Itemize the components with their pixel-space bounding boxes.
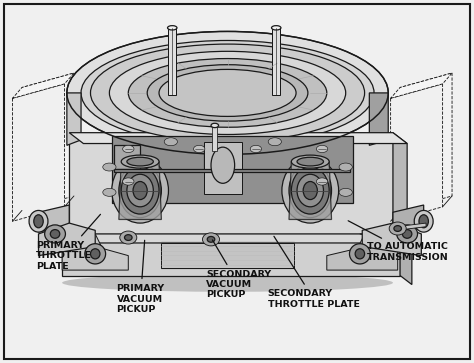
- Polygon shape: [38, 205, 69, 232]
- Bar: [168, 28, 176, 95]
- Ellipse shape: [29, 211, 48, 232]
- Ellipse shape: [121, 167, 159, 214]
- Ellipse shape: [289, 163, 331, 218]
- Ellipse shape: [402, 229, 412, 238]
- Polygon shape: [161, 243, 294, 268]
- Ellipse shape: [202, 233, 219, 246]
- Ellipse shape: [45, 225, 65, 243]
- Ellipse shape: [127, 157, 154, 166]
- Ellipse shape: [34, 215, 43, 228]
- Ellipse shape: [297, 157, 323, 166]
- Polygon shape: [289, 162, 331, 220]
- Ellipse shape: [414, 211, 433, 232]
- Text: TO AUTOMATIC
TRANSMISSION: TO AUTOMATIC TRANSMISSION: [348, 221, 449, 262]
- Polygon shape: [38, 223, 95, 256]
- Ellipse shape: [147, 65, 308, 121]
- Polygon shape: [67, 93, 81, 145]
- Polygon shape: [62, 234, 400, 276]
- Ellipse shape: [339, 188, 352, 196]
- Ellipse shape: [164, 138, 177, 146]
- Polygon shape: [400, 73, 452, 211]
- Ellipse shape: [81, 40, 374, 145]
- Ellipse shape: [50, 229, 60, 238]
- Ellipse shape: [355, 249, 365, 259]
- Ellipse shape: [297, 174, 323, 207]
- Ellipse shape: [128, 58, 327, 127]
- Ellipse shape: [159, 69, 296, 117]
- Polygon shape: [362, 223, 421, 256]
- Bar: [212, 127, 217, 151]
- Polygon shape: [393, 133, 407, 246]
- Ellipse shape: [282, 158, 338, 223]
- Ellipse shape: [339, 163, 352, 171]
- Ellipse shape: [207, 236, 215, 242]
- Ellipse shape: [394, 226, 401, 231]
- Ellipse shape: [62, 274, 393, 292]
- Text: PRIMARY
VACUUM
PICKUP: PRIMARY VACUUM PICKUP: [117, 240, 164, 314]
- Ellipse shape: [121, 155, 159, 168]
- Ellipse shape: [109, 51, 346, 134]
- Ellipse shape: [133, 182, 147, 200]
- Ellipse shape: [91, 44, 365, 142]
- Polygon shape: [112, 136, 353, 203]
- Polygon shape: [204, 145, 232, 169]
- Ellipse shape: [268, 138, 282, 146]
- Ellipse shape: [211, 123, 219, 128]
- Bar: [273, 28, 280, 95]
- Ellipse shape: [123, 178, 134, 185]
- Ellipse shape: [120, 231, 137, 244]
- Ellipse shape: [250, 145, 262, 152]
- Ellipse shape: [127, 174, 154, 207]
- Ellipse shape: [389, 222, 406, 235]
- Polygon shape: [62, 234, 128, 270]
- Polygon shape: [69, 133, 407, 143]
- Ellipse shape: [292, 155, 329, 168]
- Ellipse shape: [103, 188, 116, 196]
- Ellipse shape: [167, 26, 177, 30]
- Polygon shape: [393, 205, 424, 232]
- Ellipse shape: [85, 244, 106, 264]
- Polygon shape: [391, 73, 452, 98]
- Polygon shape: [119, 162, 161, 220]
- Ellipse shape: [112, 158, 168, 223]
- Ellipse shape: [211, 147, 235, 183]
- Text: PRIMARY
THROTTLE
PLATE: PRIMARY THROTTLE PLATE: [36, 214, 100, 270]
- Ellipse shape: [125, 234, 132, 240]
- Ellipse shape: [317, 178, 328, 185]
- Ellipse shape: [349, 244, 370, 264]
- Polygon shape: [12, 84, 64, 221]
- Polygon shape: [114, 145, 140, 169]
- Ellipse shape: [123, 145, 134, 152]
- Ellipse shape: [67, 32, 388, 154]
- Text: SECONDARY
VACUUM
PICKUP: SECONDARY VACUUM PICKUP: [206, 240, 272, 299]
- Polygon shape: [391, 84, 443, 221]
- Ellipse shape: [91, 249, 100, 259]
- Text: SECONDARY
THROTTLE PLATE: SECONDARY THROTTLE PLATE: [268, 236, 360, 309]
- Ellipse shape: [292, 167, 329, 214]
- Polygon shape: [22, 73, 74, 211]
- Polygon shape: [327, 234, 398, 270]
- Ellipse shape: [303, 182, 318, 200]
- Polygon shape: [204, 142, 242, 194]
- Ellipse shape: [397, 225, 418, 243]
- Ellipse shape: [119, 163, 161, 218]
- Ellipse shape: [419, 215, 428, 228]
- Ellipse shape: [193, 145, 205, 152]
- Polygon shape: [405, 223, 426, 229]
- Polygon shape: [12, 73, 74, 98]
- Polygon shape: [69, 133, 393, 236]
- Polygon shape: [62, 234, 412, 243]
- Ellipse shape: [272, 26, 281, 30]
- Polygon shape: [114, 169, 350, 172]
- Ellipse shape: [317, 145, 328, 152]
- Polygon shape: [369, 93, 388, 145]
- Ellipse shape: [103, 163, 116, 171]
- Polygon shape: [400, 234, 412, 285]
